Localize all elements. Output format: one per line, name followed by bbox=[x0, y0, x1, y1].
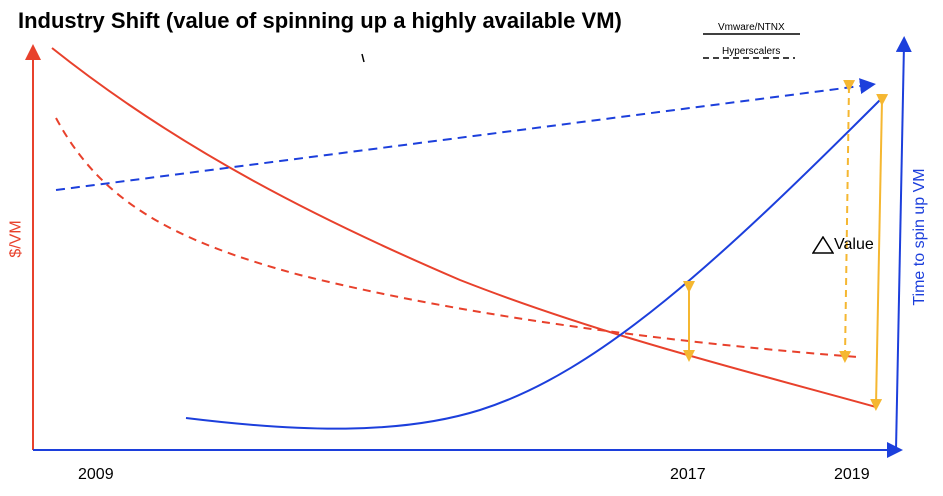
year-mid: 2017 bbox=[670, 466, 706, 483]
right-axis-label: Time to spin up VM bbox=[911, 168, 928, 306]
value-label: Value bbox=[834, 236, 874, 253]
left-axis-label: $/VM bbox=[7, 220, 25, 258]
diagram-title: Industry Shift (value of spinning up a h… bbox=[18, 8, 622, 33]
vmware-cost-line bbox=[51, 47, 877, 408]
hyperscaler-cost-line bbox=[55, 117, 859, 358]
vmware-time-curve bbox=[185, 94, 886, 430]
year-start: 2009 bbox=[78, 466, 114, 483]
delta-value-annotation: Value bbox=[812, 236, 874, 254]
value-gap-2019-solid bbox=[870, 93, 889, 411]
delta-icon bbox=[812, 236, 834, 254]
right-axis bbox=[895, 36, 912, 451]
legend-dashed-label: Hyperscalers bbox=[722, 46, 781, 57]
value-gap-2019-dashed bbox=[839, 79, 856, 363]
year-end: 2019 bbox=[834, 466, 870, 483]
legend-solid-label: Vmware/NTNX bbox=[718, 22, 785, 33]
stray-mark bbox=[361, 53, 365, 63]
hyperscaler-time-line bbox=[55, 78, 876, 191]
